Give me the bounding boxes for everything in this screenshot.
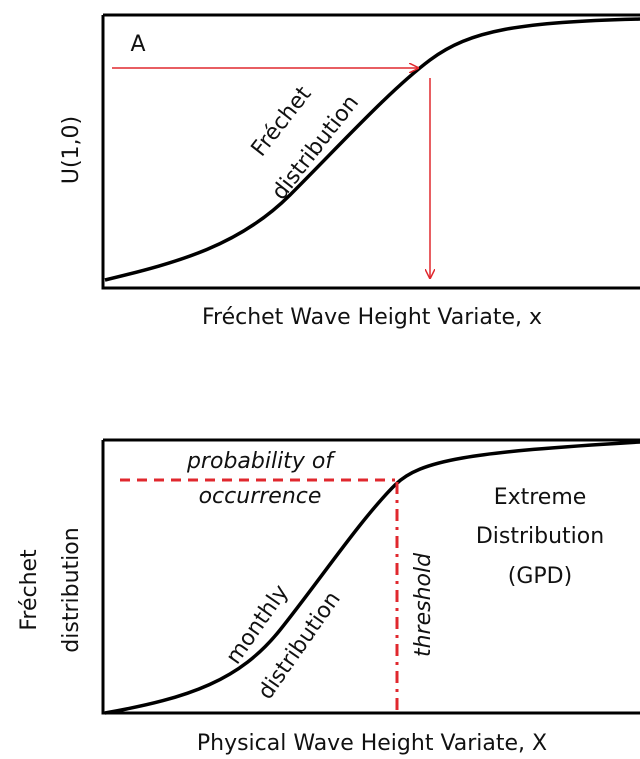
bottom-curve — [104, 440, 640, 715]
top-frame — [101, 13, 640, 290]
probability-label: probability of — [186, 449, 336, 474]
bottom-frame — [101, 438, 640, 715]
y-axis-label: distribution — [59, 527, 84, 652]
x-axis-label: Physical Wave Height Variate, X — [197, 731, 547, 756]
extreme-label: Extreme — [494, 485, 587, 510]
y-axis-label: Fréchet — [17, 549, 42, 631]
point-label: A — [130, 32, 145, 57]
top-curve — [104, 17, 640, 282]
y-axis-label: U(1,0) — [59, 116, 84, 184]
probability-label: occurrence — [199, 484, 322, 509]
x-axis-label: Fréchet Wave Height Variate, x — [202, 305, 542, 330]
extreme-label: (GPD) — [508, 564, 572, 589]
threshold-label: threshold — [411, 552, 436, 657]
extreme-label: Distribution — [476, 524, 604, 549]
